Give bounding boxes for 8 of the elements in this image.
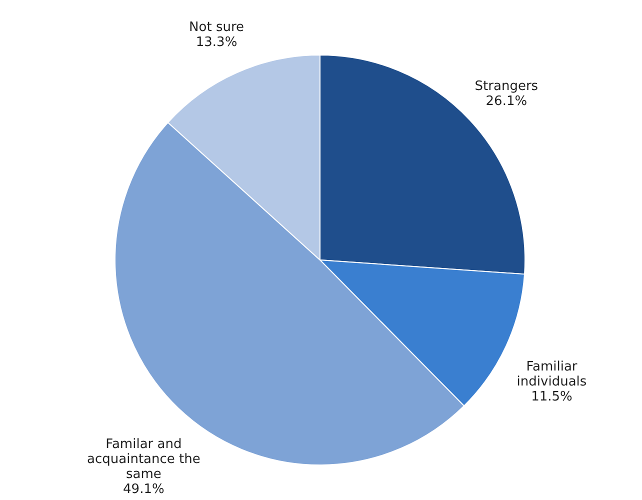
data-label: 49.1% (123, 482, 164, 498)
slice-label: Familiar individuals (516, 359, 587, 390)
slice-label: Not sure (189, 20, 244, 35)
slice-label: Strangers (474, 79, 538, 94)
data-label: 26.1% (486, 94, 528, 110)
slice-label: Familar and acquaintance the same (87, 437, 200, 482)
data-label: 11.5% (531, 389, 572, 404)
data-label: 13.3% (196, 34, 238, 50)
